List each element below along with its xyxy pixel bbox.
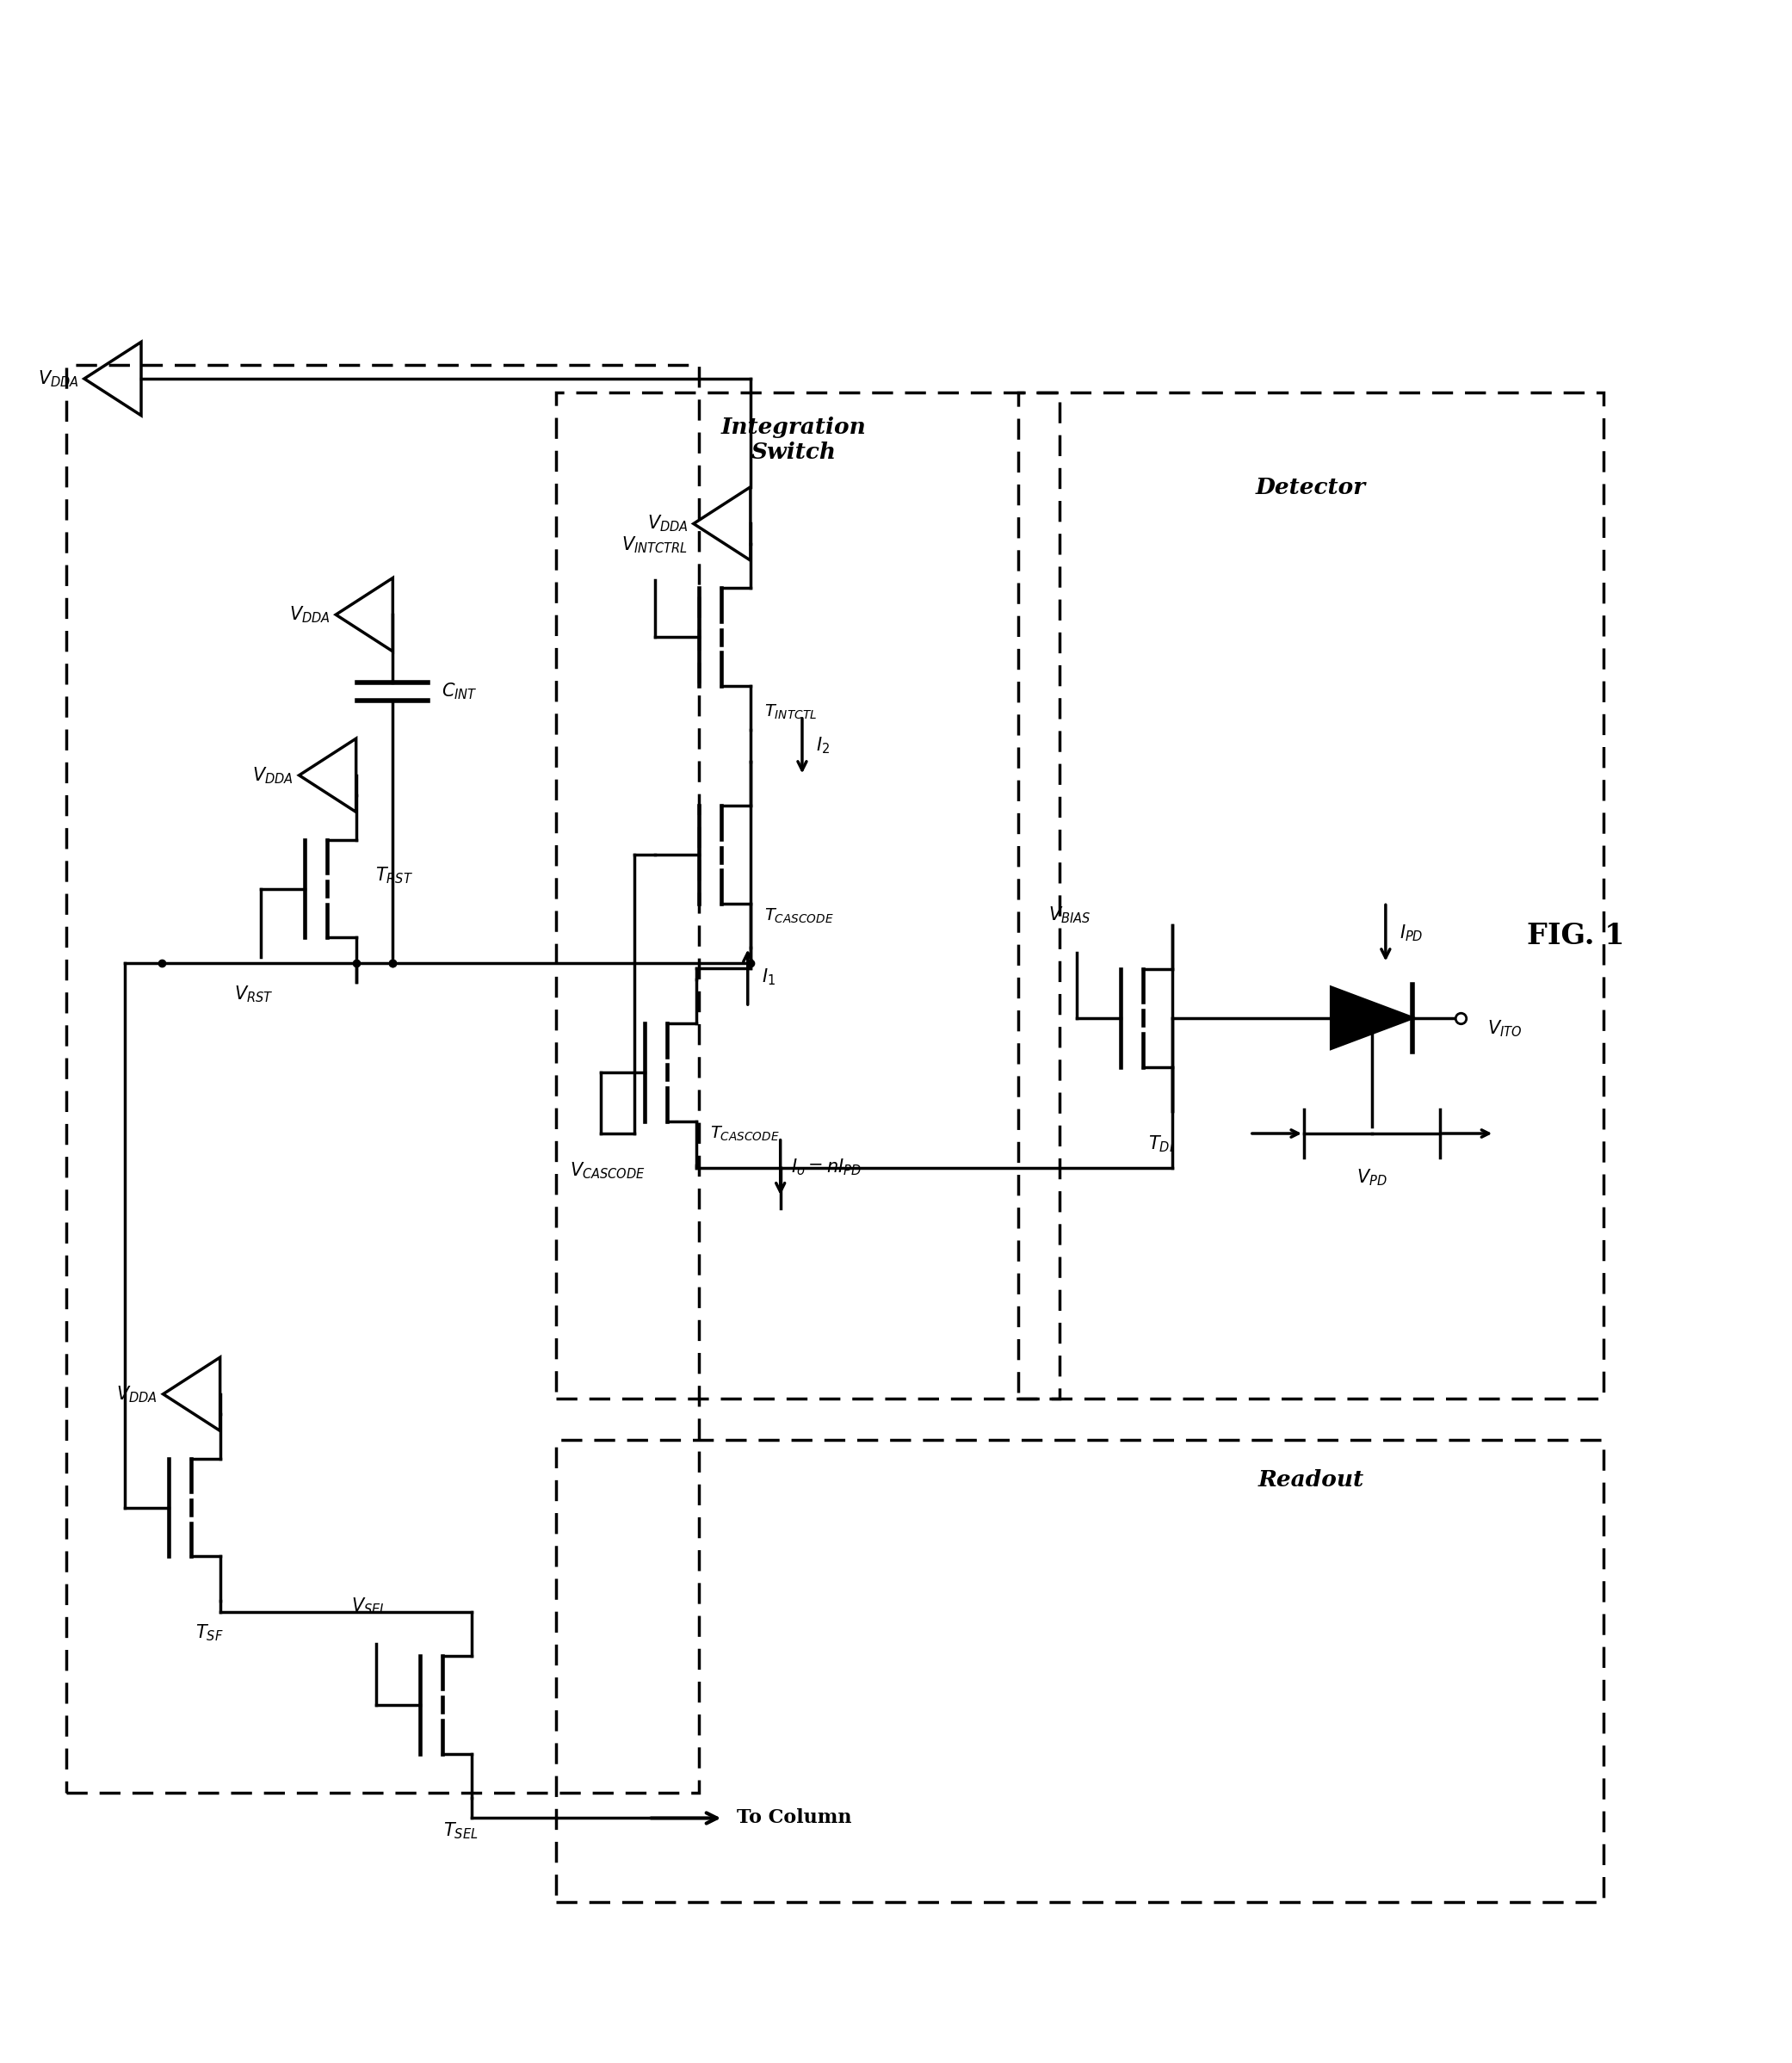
Text: $I_2$: $I_2$ xyxy=(815,736,830,755)
Text: $V_{DDA}$: $V_{DDA}$ xyxy=(38,369,79,388)
Text: $I_1$: $I_1$ xyxy=(762,968,776,988)
Text: $T_{SF}$: $T_{SF}$ xyxy=(195,1624,224,1644)
Text: $V_{PD}$: $V_{PD}$ xyxy=(1357,1168,1387,1188)
Text: Readout: Readout xyxy=(1258,1469,1364,1492)
Text: To Column: To Column xyxy=(737,1809,851,1828)
Polygon shape xyxy=(1331,988,1412,1048)
Text: $T_{CASCODE}$: $T_{CASCODE}$ xyxy=(710,1124,780,1143)
Text: $V_{CASCODE}$: $V_{CASCODE}$ xyxy=(570,1161,645,1180)
Text: $V_{SEL}$: $V_{SEL}$ xyxy=(351,1597,387,1615)
Bar xyxy=(556,392,1059,1399)
Text: $C_{INT}$: $C_{INT}$ xyxy=(443,681,478,701)
Bar xyxy=(1018,392,1604,1399)
Text: $V_{INTCTRL}$: $V_{INTCTRL}$ xyxy=(622,534,688,555)
Text: $V_{BIAS}$: $V_{BIAS}$ xyxy=(1048,906,1091,926)
Text: Integration
Switch: Integration Switch xyxy=(722,417,867,462)
Text: Detector: Detector xyxy=(1256,477,1366,499)
Text: $T_{DI}$: $T_{DI}$ xyxy=(1149,1133,1174,1153)
Bar xyxy=(66,365,699,1793)
Text: FIG. 1: FIG. 1 xyxy=(1527,922,1625,951)
Text: $V_{DDA}$: $V_{DDA}$ xyxy=(116,1384,158,1405)
Text: $I_o = nI_{PD}$: $I_o = nI_{PD}$ xyxy=(792,1157,862,1178)
Text: $T_{CASCODE}$: $T_{CASCODE}$ xyxy=(763,908,833,924)
Text: $T_{INTCTL}$: $T_{INTCTL}$ xyxy=(763,703,817,722)
Text: $V_{ITO}$: $V_{ITO}$ xyxy=(1487,1019,1523,1040)
Text: $V_{DDA}$: $V_{DDA}$ xyxy=(647,514,688,534)
Text: $V_{DDA}$: $V_{DDA}$ xyxy=(289,604,330,625)
Bar xyxy=(556,1440,1604,1902)
Text: $T_{RST}$: $T_{RST}$ xyxy=(375,864,412,885)
Text: $V_{RST}$: $V_{RST}$ xyxy=(235,984,274,1005)
Text: $T_{SEL}$: $T_{SEL}$ xyxy=(443,1820,478,1840)
Text: $V_{DDA}$: $V_{DDA}$ xyxy=(253,765,294,786)
Text: $I_{PD}$: $I_{PD}$ xyxy=(1400,922,1423,943)
